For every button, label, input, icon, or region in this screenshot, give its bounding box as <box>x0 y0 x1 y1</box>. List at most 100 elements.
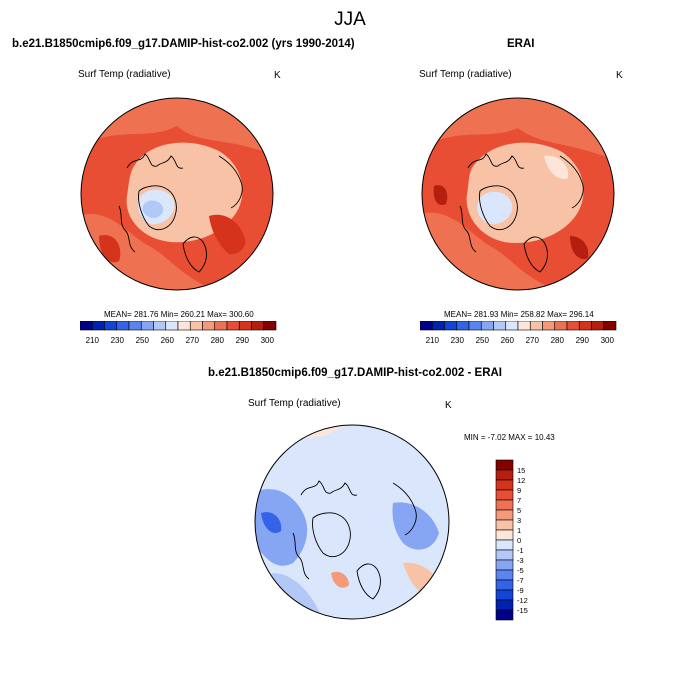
colorbar-box <box>495 569 514 581</box>
panel-1-units-label: K <box>274 70 281 81</box>
colorbar-tick-label: 280 <box>211 336 225 345</box>
coastline-greenland <box>479 185 518 230</box>
panel-3-stats: MIN = -7.02 MAX = 10.43 <box>464 433 555 442</box>
coastline-north-america <box>126 153 184 169</box>
panel-3-title: b.e21.B1850cmip6.f09_g17.DAMIP-hist-co2.… <box>208 367 503 379</box>
colorbar-box <box>128 321 142 331</box>
colorbar-box <box>495 469 514 481</box>
colorbar-tick-label: 270 <box>526 336 540 345</box>
coastline-north-america <box>467 153 525 169</box>
colorbar-box <box>480 321 494 331</box>
colorbar-box <box>444 321 458 331</box>
colorbar-box <box>495 519 514 531</box>
colorbar-box <box>495 609 514 621</box>
colorbar-tick-label: 260 <box>161 336 175 345</box>
colorbar-tick-label: 230 <box>451 336 465 345</box>
colorbar-box <box>493 321 507 331</box>
colorbar-box <box>177 321 191 331</box>
colorbar-tick-label: 210 <box>426 336 440 345</box>
panel-1-map <box>80 97 274 291</box>
colorbar-box <box>495 549 514 561</box>
colorbar-tick-label: 0 <box>517 536 521 545</box>
colorbar-box <box>495 529 514 541</box>
colorbar-box <box>495 479 514 491</box>
panel-2-colorbar: 210 230 250 260 270 280 290 300 <box>420 321 617 345</box>
colorbar-tick-label: 260 <box>501 336 515 345</box>
coastline-greenland <box>138 185 177 230</box>
colorbar-box <box>554 321 568 331</box>
colorbar-tick-label: -5 <box>517 566 524 575</box>
colorbar-box <box>495 579 514 591</box>
colorbar-box <box>505 321 519 331</box>
colorbar-box <box>189 321 203 331</box>
colorbar-box <box>578 321 592 331</box>
colorbar-tick-label: 1 <box>517 526 521 535</box>
colorbar-box <box>495 489 514 501</box>
colorbar-tick-label: 12 <box>517 476 525 485</box>
colorbar-tick-label: 300 <box>601 336 615 345</box>
colorbar-box <box>431 321 445 331</box>
colorbar-tick-label: 230 <box>111 336 125 345</box>
panel-2-map <box>421 97 615 291</box>
panel-2-variable-label: Surf Temp (radiative) <box>419 69 512 80</box>
colorbar-box <box>238 321 252 331</box>
colorbar-tick-label: 5 <box>517 506 521 515</box>
panel-2-units-label: K <box>616 70 623 81</box>
colorbar-box <box>603 321 617 331</box>
greenland-coldest-region <box>142 200 164 218</box>
colorbar-tick-label: 250 <box>476 336 490 345</box>
colorbar-box <box>140 321 154 331</box>
greenland-cold-region <box>477 191 513 225</box>
colorbar-tick-label: 290 <box>576 336 590 345</box>
colorbar-tick-label: 210 <box>86 336 100 345</box>
colorbar-tick-label: 280 <box>551 336 565 345</box>
negative-anomaly-east <box>392 502 439 550</box>
colorbar-box <box>420 321 433 331</box>
colorbar-tick-label: 290 <box>236 336 250 345</box>
coastline-siberia <box>559 155 584 209</box>
colorbar-box <box>226 321 240 331</box>
america-warm-region <box>99 235 121 263</box>
map-boundary <box>254 424 450 620</box>
colorbar-tick-label: 7 <box>517 496 521 505</box>
coastline-canada <box>292 532 310 580</box>
map-boundary <box>80 97 274 291</box>
colorbar-box <box>542 321 556 331</box>
colorbar-box <box>495 589 514 601</box>
colorbar-tick-label: 9 <box>517 486 521 495</box>
colorbar-box <box>91 321 105 331</box>
coastline-scandinavia <box>182 236 207 273</box>
colorbar-tick-label: -15 <box>517 606 528 615</box>
colorbar-tick-label: 250 <box>136 336 150 345</box>
colorbar-box <box>566 321 580 331</box>
colorbar-box <box>116 321 130 331</box>
colorbar-box <box>468 321 482 331</box>
colorbar-box <box>517 321 531 331</box>
panel-1-colorbar: 210 230 250 260 270 280 290 300 <box>80 321 277 345</box>
panel-3-variable-label: Surf Temp (radiative) <box>248 398 341 409</box>
temperature-band-upper <box>422 98 614 161</box>
colorbar-tick-label: -12 <box>517 596 528 605</box>
america-warm-region <box>433 185 448 206</box>
siberia-warm-region <box>570 236 589 260</box>
colorbar-tick-label: -1 <box>517 546 524 555</box>
colorbar-box <box>104 321 118 331</box>
coastline-north-america <box>300 480 358 496</box>
positive-anomaly-scandinavia <box>331 571 349 588</box>
colorbar-box <box>591 321 605 331</box>
map-boundary <box>421 97 615 291</box>
colorbar-box <box>202 321 216 331</box>
panel-3-units-label: K <box>445 400 452 411</box>
colorbar-tick-label: 3 <box>517 516 521 525</box>
colorbar-box <box>456 321 470 331</box>
colorbar-box <box>80 321 93 331</box>
colorbar-box <box>153 321 167 331</box>
colorbar-box <box>214 321 228 331</box>
colorbar-tick-label: -9 <box>517 586 524 595</box>
coastline-scandinavia <box>523 236 548 273</box>
colorbar-box <box>251 321 265 331</box>
figure-title: JJA <box>334 9 366 30</box>
panel-3-map <box>254 424 450 620</box>
colorbar-box <box>495 559 514 571</box>
